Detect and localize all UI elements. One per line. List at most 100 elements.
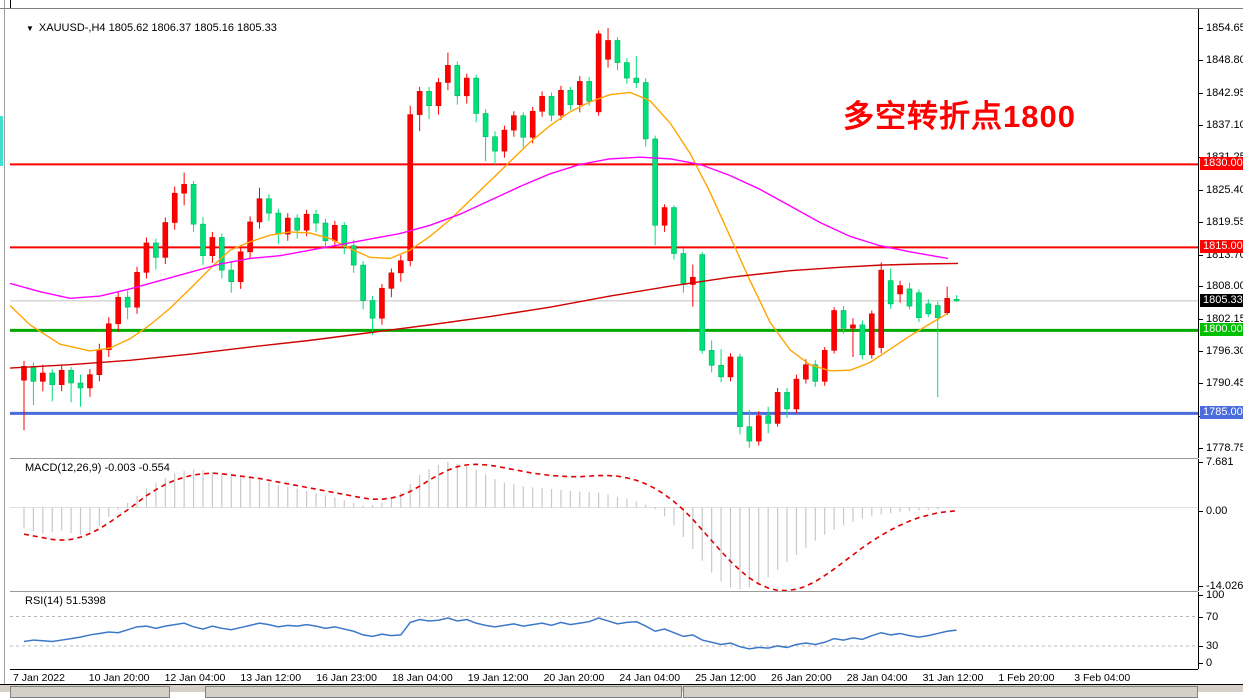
candle bbox=[934, 305, 941, 318]
candle bbox=[558, 89, 564, 116]
candle bbox=[784, 392, 790, 410]
candle bbox=[755, 415, 762, 442]
rsi-tick-label: 0 bbox=[1206, 657, 1213, 669]
candle bbox=[124, 296, 131, 308]
candle bbox=[369, 300, 376, 319]
rsi-chart-surface[interactable] bbox=[10, 592, 1198, 669]
axis-tick bbox=[1199, 222, 1203, 224]
candle bbox=[699, 254, 706, 351]
candle bbox=[511, 115, 517, 131]
candle bbox=[294, 217, 300, 231]
minimized-window-tab[interactable] bbox=[10, 686, 170, 698]
axis-tick bbox=[1199, 586, 1203, 587]
candle bbox=[322, 222, 329, 242]
macd-panel[interactable]: MACD(12,26,9) -0.003 -0.554 bbox=[10, 459, 1199, 591]
price-tick-label: 1819.55 bbox=[1206, 216, 1243, 229]
candle bbox=[576, 81, 583, 105]
date-label: 7 Jan 2022 bbox=[13, 672, 65, 684]
rsi-tick-label: 100 bbox=[1206, 588, 1225, 601]
macd-chart-surface[interactable] bbox=[10, 459, 1198, 591]
date-label: 25 Jan 12:00 bbox=[695, 672, 756, 684]
panel-separator[interactable] bbox=[10, 591, 1198, 592]
axis-tick bbox=[1199, 28, 1203, 29]
date-label: 12 Jan 04:00 bbox=[164, 672, 226, 684]
candle bbox=[953, 299, 960, 302]
price-axis[interactable]: 1854.651848.801842.951837.101831.251825.… bbox=[1199, 9, 1243, 685]
candle bbox=[87, 374, 93, 389]
candle bbox=[162, 222, 169, 258]
candle bbox=[652, 138, 658, 226]
candle bbox=[633, 77, 640, 83]
axis-tick bbox=[1199, 189, 1203, 191]
candle bbox=[774, 392, 781, 424]
candlestick-chart-surface[interactable] bbox=[10, 9, 1198, 458]
candle bbox=[624, 62, 630, 79]
candle bbox=[105, 323, 112, 351]
axis-tick bbox=[1199, 92, 1203, 94]
date-label: 16 Jan 23:00 bbox=[316, 672, 377, 684]
candle bbox=[219, 237, 225, 271]
symbol-dropdown-icon[interactable]: ▼ bbox=[26, 23, 34, 33]
minimized-window-tab[interactable] bbox=[683, 686, 1198, 698]
time-axis[interactable]: 7 Jan 2022 10 Jan 20:00 12 Jan 04:00 13 Jan… bbox=[10, 670, 1198, 685]
candle bbox=[595, 33, 602, 113]
candle bbox=[388, 272, 395, 289]
axis-tick bbox=[1199, 318, 1203, 320]
candle bbox=[209, 237, 216, 257]
candle bbox=[501, 129, 508, 152]
candle bbox=[708, 350, 715, 366]
candle bbox=[134, 272, 140, 308]
candle bbox=[68, 369, 74, 384]
symbol-info-bar: ▼ XAUUSD-,H4 1805.62 1806.37 1805.16 180… bbox=[26, 22, 277, 34]
candle bbox=[454, 65, 461, 97]
macd-tick-label: 0.00 bbox=[1206, 505, 1228, 517]
candle bbox=[859, 324, 866, 356]
candle bbox=[313, 213, 319, 224]
candle bbox=[746, 426, 753, 442]
axis-tick bbox=[1199, 462, 1203, 463]
candle bbox=[40, 372, 46, 382]
candle bbox=[520, 115, 527, 138]
date-label: 26 Jan 20:00 bbox=[771, 672, 832, 684]
candle bbox=[426, 91, 432, 107]
rsi-panel[interactable]: RSI(14) 51.5398 bbox=[10, 592, 1199, 669]
minimized-window-tab[interactable] bbox=[205, 686, 682, 698]
rsi-line bbox=[23, 617, 957, 650]
axis-tick bbox=[1199, 448, 1203, 449]
candle bbox=[661, 207, 668, 226]
axis-tick bbox=[1199, 616, 1203, 618]
date-label: 24 Jan 04:00 bbox=[619, 672, 681, 684]
rsi-label: RSI(14) 51.5398 bbox=[25, 595, 106, 607]
macd-tick-label: 7.681 bbox=[1206, 456, 1234, 468]
candle bbox=[247, 221, 253, 253]
candle bbox=[482, 113, 489, 138]
price-tick-label: 1802.15 bbox=[1206, 312, 1243, 325]
price-badge-1805.33: 1805.33 bbox=[1200, 293, 1243, 307]
candle bbox=[680, 253, 687, 285]
panel-separator[interactable] bbox=[10, 458, 1198, 459]
candle bbox=[115, 296, 121, 325]
candle bbox=[237, 251, 244, 283]
candle bbox=[58, 369, 65, 385]
ma-slow-darkred bbox=[10, 262, 959, 369]
price-chart-panel[interactable]: ▼ XAUUSD-,H4 1805.62 1806.37 1805.16 180… bbox=[10, 9, 1199, 458]
price-badge-1800.00: 1800.00 bbox=[1200, 323, 1243, 337]
candle bbox=[831, 310, 837, 351]
candle bbox=[77, 382, 84, 389]
axis-tick bbox=[1199, 350, 1203, 352]
candle bbox=[642, 82, 649, 140]
ma-fast-orange bbox=[10, 91, 948, 372]
rsi-tick-label: 70 bbox=[1206, 610, 1219, 623]
candle bbox=[614, 40, 621, 63]
price-tick-label: 1837.10 bbox=[1206, 119, 1243, 132]
candle bbox=[765, 415, 771, 424]
candle bbox=[916, 292, 922, 318]
candle bbox=[171, 192, 178, 223]
candle bbox=[529, 110, 536, 138]
candle bbox=[416, 91, 423, 115]
left-edge-accent bbox=[0, 116, 3, 166]
candle bbox=[671, 207, 677, 254]
candle bbox=[153, 242, 159, 258]
price-badge-1785.00: 1785.00 bbox=[1200, 406, 1243, 420]
